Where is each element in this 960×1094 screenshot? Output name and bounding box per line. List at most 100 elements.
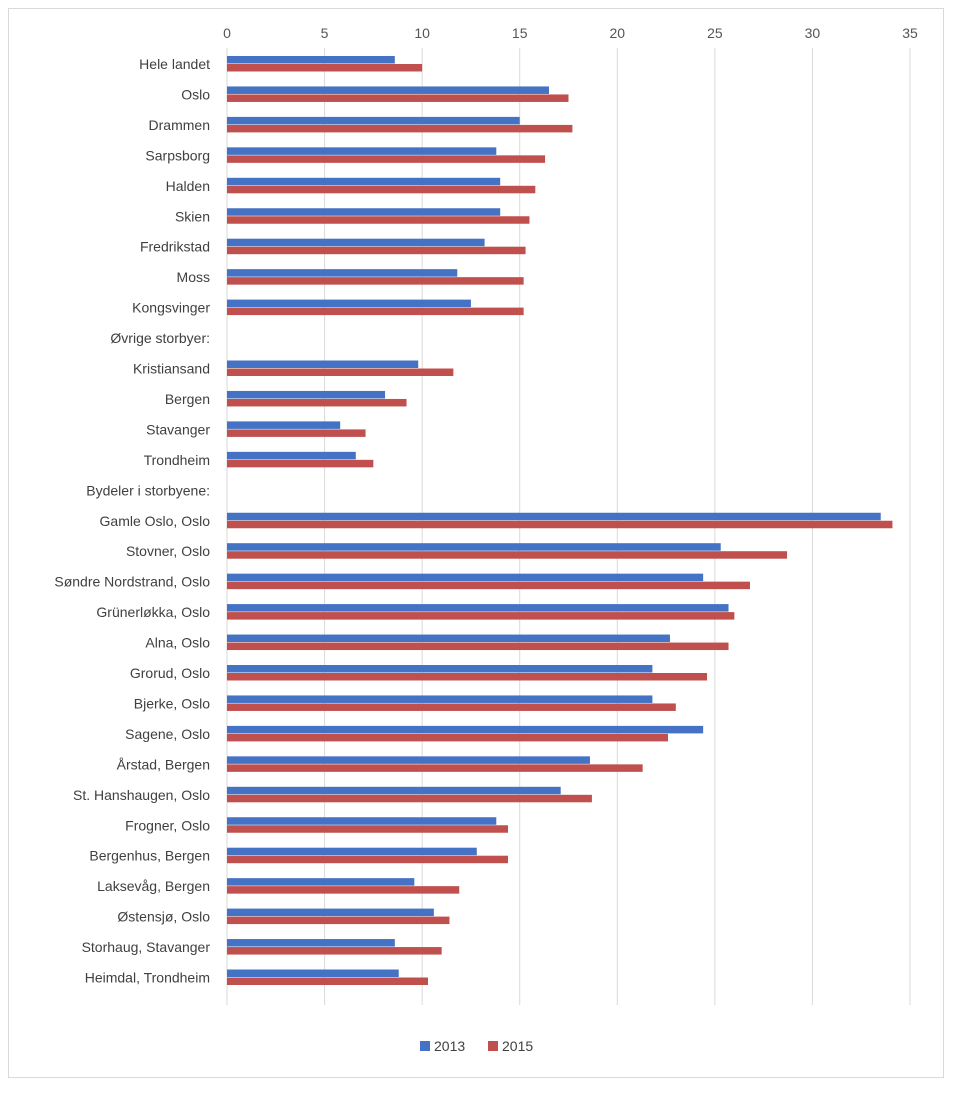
bar-2013 [227, 573, 704, 582]
bar-2015 [227, 825, 509, 833]
bar-2015 [227, 733, 669, 742]
category-label: Halden [166, 178, 210, 194]
bar-2015 [227, 947, 442, 955]
bar-2015 [227, 459, 374, 468]
x-tick-label-35: 35 [902, 25, 918, 41]
bar-2015 [227, 155, 546, 163]
bar-2013 [227, 695, 653, 703]
bar-2015 [227, 429, 366, 437]
x-tick-label-15: 15 [512, 25, 528, 41]
bar-2015 [227, 277, 524, 285]
category-label: Sarpsborg [145, 147, 210, 163]
bar-2013 [227, 451, 356, 460]
bar-2015 [227, 886, 460, 894]
bar-2015 [227, 612, 735, 620]
category-label: Heimdal, Trondheim [85, 970, 210, 986]
category-label: Bjerke, Oslo [134, 695, 210, 711]
category-label: Laksevåg, Bergen [97, 878, 210, 894]
legend-label-2015: 2015 [502, 1038, 533, 1054]
bar-2013 [227, 147, 497, 155]
bar-2013 [227, 604, 729, 612]
bar-2015 [227, 216, 530, 224]
bar-2015 [227, 246, 526, 255]
bar-2015 [227, 977, 428, 985]
category-label: Fredrikstad [140, 239, 210, 255]
category-label: Søndre Nordstrand, Oslo [54, 574, 210, 590]
category-label: Storhaug, Stavanger [82, 939, 211, 955]
category-label: Frogner, Oslo [125, 817, 210, 833]
x-tick-label-20: 20 [609, 25, 625, 41]
bar-2013 [227, 543, 721, 551]
bar-2015 [227, 642, 729, 651]
bar-2013 [227, 847, 477, 856]
category-label: Hele landet [139, 56, 210, 72]
category-label: Gamle Oslo, Oslo [100, 513, 211, 529]
category-label: Moss [177, 269, 210, 285]
bar-2015 [227, 64, 423, 72]
bar-2015 [227, 855, 509, 864]
category-label: Bydeler i storbyene: [86, 482, 210, 498]
x-tick-label-25: 25 [707, 25, 723, 41]
legend-swatch-2015 [488, 1041, 498, 1051]
x-tick-label-30: 30 [805, 25, 821, 41]
category-label: Kongsvinger [132, 300, 210, 316]
bar-2015 [227, 764, 643, 772]
bar-2013 [227, 939, 395, 947]
bar-2013 [227, 269, 458, 277]
category-label: Bergenhus, Bergen [89, 848, 210, 864]
category-label: Trondheim [144, 452, 210, 468]
bar-2013 [227, 177, 501, 186]
bar-2015 [227, 124, 573, 133]
bar-2013 [227, 86, 549, 94]
bar-2013 [227, 56, 395, 64]
category-label: Årstad, Bergen [117, 756, 210, 772]
bar-2015 [227, 581, 750, 590]
bar-2013 [227, 817, 497, 825]
category-label: Kristiansand [133, 361, 210, 377]
bar-2013 [227, 908, 434, 917]
bar-2013 [227, 665, 653, 673]
bar-2013 [227, 390, 386, 399]
bar-2013 [227, 238, 485, 247]
x-tick-label-10: 10 [414, 25, 430, 41]
bar-2013 [227, 421, 341, 429]
bar-2013 [227, 756, 590, 764]
category-label: Østensjø, Oslo [117, 909, 210, 925]
bar-2013 [227, 634, 670, 643]
bar-2013 [227, 299, 471, 308]
bar-2013 [227, 878, 415, 886]
category-label: Skien [175, 208, 210, 224]
category-label: Grorud, Oslo [130, 665, 210, 681]
bar-2013 [227, 786, 561, 795]
category-label: St. Hanshaugen, Oslo [73, 787, 210, 803]
category-label: Stovner, Oslo [126, 543, 210, 559]
x-tick-label-5: 5 [321, 25, 329, 41]
x-tick-label-0: 0 [223, 25, 231, 41]
bar-2013 [227, 969, 399, 977]
bar-2015 [227, 185, 536, 194]
bar-2013 [227, 116, 520, 125]
legend-label-2013: 2013 [434, 1038, 465, 1054]
bar-2013 [227, 725, 704, 734]
bar-2015 [227, 94, 569, 102]
category-label: Oslo [181, 86, 210, 102]
bar-2015 [227, 916, 450, 925]
bar-2015 [227, 551, 788, 559]
legend-swatch-2013 [420, 1041, 430, 1051]
bar-2013 [227, 360, 419, 368]
category-label: Drammen [149, 117, 210, 133]
bar-2015 [227, 794, 592, 803]
bar-2015 [227, 703, 676, 711]
bar-2015 [227, 673, 708, 681]
bar-2015 [227, 307, 524, 316]
bar-2013 [227, 512, 881, 521]
bar-2015 [227, 368, 454, 376]
category-label: Bergen [165, 391, 210, 407]
category-label: Øvrige storbyer: [110, 330, 210, 346]
category-label: Grünerløkka, Oslo [96, 604, 210, 620]
category-label: Sagene, Oslo [125, 726, 210, 742]
bar-2015 [227, 520, 893, 529]
bar-2015 [227, 398, 407, 407]
category-label: Stavanger [146, 421, 210, 437]
